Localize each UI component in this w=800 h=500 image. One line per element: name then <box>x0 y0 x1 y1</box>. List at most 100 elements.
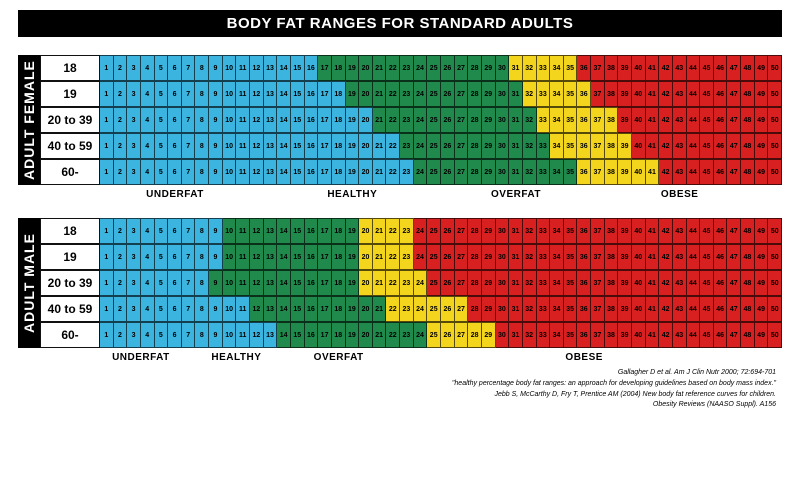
value-cell: 9 <box>209 81 223 107</box>
category-label: OVERFAT <box>291 352 386 363</box>
value-cell: 15 <box>291 55 305 81</box>
value-cell: 10 <box>223 107 237 133</box>
value-cell: 28 <box>468 270 482 296</box>
value-cell: 17 <box>318 296 332 322</box>
value-cell: 45 <box>700 296 714 322</box>
value-cell: 38 <box>605 218 619 244</box>
value-cell: 45 <box>700 133 714 159</box>
value-cell: 20 <box>359 55 373 81</box>
value-cell: 11 <box>236 159 250 185</box>
value-cell: 31 <box>509 55 523 81</box>
value-cell: 30 <box>496 107 510 133</box>
citation-block: Gallagher D et al. Am J Clin Nutr 2000; … <box>18 369 782 410</box>
value-cell: 11 <box>236 55 250 81</box>
value-cell: 8 <box>195 55 209 81</box>
value-cell: 23 <box>400 244 414 270</box>
value-cell: 10 <box>223 81 237 107</box>
value-cell: 42 <box>659 55 673 81</box>
value-cell: 41 <box>646 159 660 185</box>
value-cell: 22 <box>386 159 400 185</box>
value-cell: 38 <box>605 270 619 296</box>
value-cell: 26 <box>441 107 455 133</box>
age-label: 20 to 39 <box>40 107 100 133</box>
value-cell: 3 <box>127 159 141 185</box>
value-cell: 2 <box>114 81 128 107</box>
value-cell: 41 <box>646 296 660 322</box>
value-cell: 30 <box>496 322 510 348</box>
value-cell: 3 <box>127 107 141 133</box>
value-cell: 10 <box>223 133 237 159</box>
value-cell: 47 <box>727 244 741 270</box>
value-cell: 33 <box>537 296 551 322</box>
value-cell: 31 <box>509 133 523 159</box>
value-cell: 1 <box>100 322 114 348</box>
value-cell: 43 <box>673 159 687 185</box>
value-cell: 39 <box>618 133 632 159</box>
value-cell: 21 <box>373 322 387 348</box>
value-cell: 2 <box>114 218 128 244</box>
value-cell: 35 <box>564 322 578 348</box>
value-cell: 19 <box>346 107 360 133</box>
value-cell: 43 <box>673 107 687 133</box>
value-cell: 10 <box>223 296 237 322</box>
table-rows: 1812345678910111213141516171819202122232… <box>40 218 782 348</box>
value-cell: 49 <box>755 270 769 296</box>
value-cell: 50 <box>768 296 782 322</box>
value-cell: 43 <box>673 218 687 244</box>
value-cell: 16 <box>305 159 319 185</box>
value-cell: 18 <box>332 322 346 348</box>
value-cell: 19 <box>346 244 360 270</box>
value-cell: 17 <box>318 218 332 244</box>
value-cell: 9 <box>209 218 223 244</box>
value-cell: 27 <box>455 296 469 322</box>
value-cell: 25 <box>427 159 441 185</box>
value-cell: 5 <box>155 244 169 270</box>
value-cell: 41 <box>646 322 660 348</box>
value-cell: 29 <box>482 218 496 244</box>
value-cell: 9 <box>209 107 223 133</box>
value-cell: 26 <box>441 218 455 244</box>
value-cell: 4 <box>141 270 155 296</box>
value-cell: 10 <box>223 270 237 296</box>
value-cell: 46 <box>714 55 728 81</box>
value-cell: 20 <box>359 107 373 133</box>
value-cell: 21 <box>373 244 387 270</box>
value-cell: 21 <box>373 296 387 322</box>
value-cell: 11 <box>236 322 250 348</box>
cells-row: 1234567891011121314151617181920212223242… <box>100 218 782 244</box>
value-cell: 10 <box>223 244 237 270</box>
value-cell: 23 <box>400 270 414 296</box>
value-cell: 45 <box>700 159 714 185</box>
value-cell: 8 <box>195 296 209 322</box>
value-cell: 18 <box>332 244 346 270</box>
value-cell: 44 <box>687 296 701 322</box>
value-cell: 38 <box>605 107 619 133</box>
value-cell: 38 <box>605 133 619 159</box>
value-cell: 41 <box>646 133 660 159</box>
value-cell: 27 <box>455 55 469 81</box>
value-cell: 28 <box>468 107 482 133</box>
value-cell: 36 <box>577 107 591 133</box>
value-cell: 6 <box>168 244 182 270</box>
value-cell: 26 <box>441 55 455 81</box>
value-cell: 46 <box>714 296 728 322</box>
category-labels: UNDERFATHEALTHYOVERFATOBESE <box>100 352 782 363</box>
value-cell: 7 <box>182 55 196 81</box>
value-cell: 25 <box>427 296 441 322</box>
value-cell: 19 <box>346 55 360 81</box>
value-cell: 46 <box>714 159 728 185</box>
value-cell: 20 <box>359 159 373 185</box>
value-cell: 26 <box>441 296 455 322</box>
value-cell: 5 <box>155 270 169 296</box>
value-cell: 4 <box>141 107 155 133</box>
value-cell: 22 <box>386 81 400 107</box>
value-cell: 41 <box>646 218 660 244</box>
value-cell: 42 <box>659 322 673 348</box>
value-cell: 20 <box>359 244 373 270</box>
value-cell: 14 <box>277 107 291 133</box>
value-cell: 33 <box>537 322 551 348</box>
value-cell: 43 <box>673 270 687 296</box>
value-cell: 22 <box>386 270 400 296</box>
value-cell: 18 <box>332 81 346 107</box>
value-cell: 31 <box>509 81 523 107</box>
